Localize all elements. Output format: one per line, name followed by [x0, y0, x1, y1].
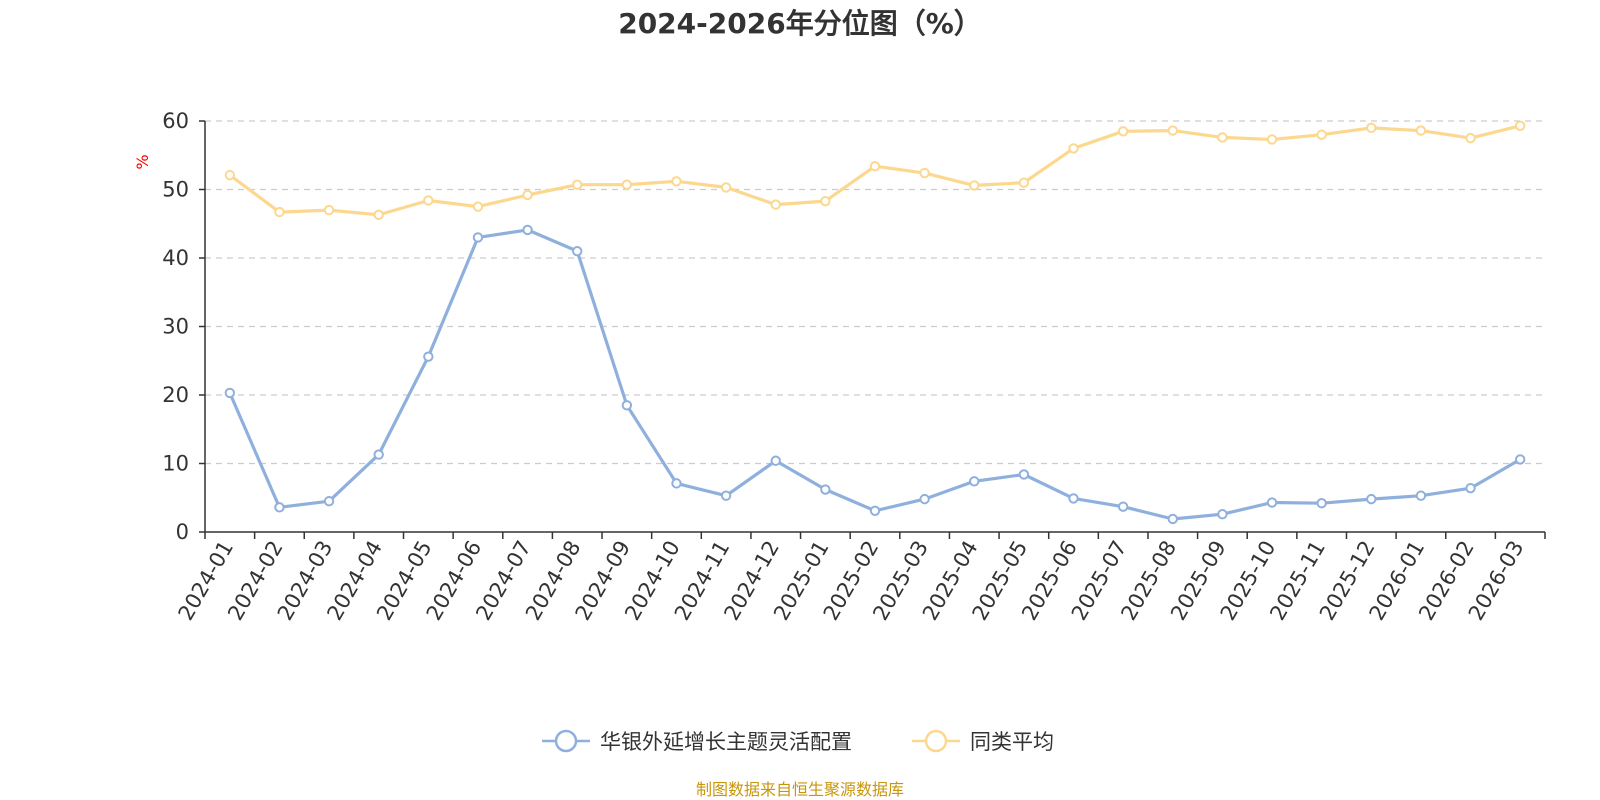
data-point[interactable]: [820, 484, 831, 495]
data-point[interactable]: [1217, 508, 1228, 520]
series-line: [228, 228, 1522, 521]
data-point[interactable]: [1366, 122, 1377, 134]
data-point[interactable]: [621, 400, 633, 411]
data-point[interactable]: [522, 224, 533, 236]
data-point[interactable]: [869, 505, 881, 516]
series-layer: [224, 120, 1526, 525]
data-point[interactable]: [671, 176, 682, 187]
axes: 01020304050602024-012024-022024-032024-0…: [162, 109, 1546, 624]
y-tick-label: 0: [176, 520, 189, 544]
data-point[interactable]: [1018, 177, 1030, 188]
data-point[interactable]: [1217, 132, 1228, 143]
y-tick-label: 40: [162, 246, 189, 270]
legend-label: 同类平均: [970, 730, 1054, 754]
legend-item-2[interactable]: 同类平均: [912, 729, 1054, 754]
data-point[interactable]: [1068, 493, 1079, 504]
data-point[interactable]: [472, 201, 484, 212]
data-point[interactable]: [323, 495, 335, 507]
data-point[interactable]: [472, 232, 484, 243]
data-point[interactable]: [1465, 482, 1476, 494]
source-note: 制图数据来自恒生聚源数据库: [696, 780, 904, 799]
series-2: [224, 120, 1526, 221]
data-point[interactable]: [1514, 454, 1526, 465]
data-point[interactable]: [1465, 132, 1476, 144]
legend-label: 华银外延增长主题灵活配置: [600, 730, 852, 754]
data-point[interactable]: [224, 169, 236, 181]
y-tick-label: 50: [162, 178, 189, 202]
data-point[interactable]: [423, 351, 434, 362]
data-point[interactable]: [522, 189, 533, 201]
data-point[interactable]: [224, 387, 236, 399]
legend-item-1[interactable]: 华银外延增长主题灵活配置: [542, 729, 852, 754]
data-point[interactable]: [919, 493, 930, 505]
data-point[interactable]: [423, 195, 434, 206]
data-point[interactable]: [770, 199, 781, 210]
y-tick-label: 60: [162, 109, 189, 133]
data-point[interactable]: [572, 179, 583, 190]
chart-title: 2024-2026年分位图（%）: [618, 7, 982, 40]
data-point[interactable]: [572, 245, 583, 257]
data-point[interactable]: [1415, 490, 1427, 501]
data-point[interactable]: [1366, 493, 1377, 505]
data-point[interactable]: [274, 502, 285, 513]
data-point[interactable]: [1316, 498, 1327, 509]
data-point[interactable]: [373, 449, 384, 460]
data-point[interactable]: [919, 167, 930, 179]
data-point[interactable]: [1316, 129, 1327, 140]
data-point[interactable]: [720, 182, 732, 193]
data-point[interactable]: [373, 209, 384, 221]
data-point[interactable]: [969, 180, 980, 191]
data-point[interactable]: [1266, 134, 1278, 145]
data-point[interactable]: [720, 490, 732, 501]
data-point[interactable]: [274, 206, 285, 218]
data-point[interactable]: [1167, 125, 1178, 136]
y-axis-label: %: [133, 154, 152, 169]
legend[interactable]: 华银外延增长主题灵活配置 同类平均: [542, 729, 1054, 754]
legend-marker-icon: [554, 729, 578, 753]
series-1: [224, 224, 1526, 525]
data-point[interactable]: [621, 179, 633, 190]
grid: [205, 120, 1545, 465]
legend-marker-icon: [924, 729, 948, 753]
y-tick-label: 20: [162, 383, 189, 407]
data-point[interactable]: [671, 478, 682, 489]
data-point[interactable]: [1514, 120, 1526, 131]
data-point[interactable]: [820, 195, 831, 207]
data-point[interactable]: [323, 204, 335, 216]
data-point[interactable]: [1018, 469, 1030, 480]
data-point[interactable]: [1266, 497, 1278, 508]
data-point[interactable]: [1117, 501, 1129, 512]
y-tick-label: 10: [162, 452, 189, 476]
data-point[interactable]: [1068, 143, 1079, 154]
data-point[interactable]: [1117, 126, 1129, 137]
y-tick-label: 30: [162, 315, 189, 339]
data-point[interactable]: [969, 476, 980, 487]
data-point[interactable]: [770, 455, 781, 466]
data-point[interactable]: [1415, 125, 1427, 136]
data-point[interactable]: [1167, 513, 1178, 525]
data-point[interactable]: [869, 161, 881, 172]
